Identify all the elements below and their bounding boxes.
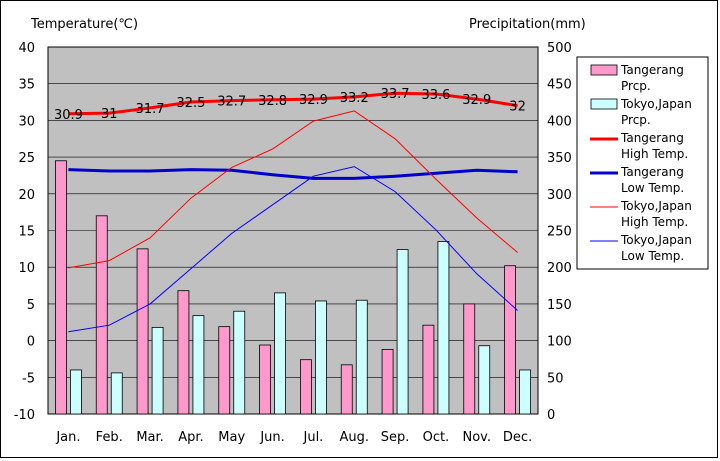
- bar-tangerang-prcp: [55, 160, 67, 415]
- bar-tokyo-prcp: [70, 369, 82, 415]
- right-tick-label: 150: [547, 298, 572, 313]
- bar-tangerang-prcp: [218, 326, 231, 415]
- legend-label: Tangerang: [620, 131, 684, 145]
- left-tick-label: -10: [14, 408, 35, 423]
- bar-tangerang-prcp: [463, 303, 476, 415]
- tangerang-high-line: [68, 91, 518, 116]
- left-tick-label: -5: [22, 371, 35, 386]
- x-tick-label: Jul.: [303, 430, 324, 445]
- left-tick-label: 15: [18, 225, 35, 240]
- bar-tokyo-prcp: [233, 310, 246, 415]
- legend-label: High Temp.: [621, 215, 688, 229]
- legend-label: Tangerang: [620, 165, 684, 179]
- bar-tangerang-prcp: [177, 290, 190, 415]
- x-tick-label: Jan.: [55, 430, 80, 445]
- legend-label: Tokyo,Japan: [620, 199, 692, 213]
- high-temp-value-label: 33.2: [340, 91, 369, 106]
- x-tick-label: Apr.: [178, 430, 203, 445]
- bar-tokyo-prcp: [396, 249, 409, 415]
- right-tick-label: 500: [547, 41, 572, 56]
- right-tick-label: 250: [547, 225, 572, 240]
- right-tick-label: 350: [547, 151, 572, 166]
- bar-tokyo-prcp: [110, 372, 123, 415]
- x-tick-label: Aug.: [339, 430, 369, 445]
- tokyo-low-line: [68, 166, 518, 333]
- left-tick-label: 0: [27, 335, 35, 350]
- left-tick-label: 25: [18, 151, 35, 166]
- x-tick-label: Dec.: [503, 430, 532, 445]
- x-tick-label: May: [218, 430, 245, 445]
- bar-tokyo-prcp: [151, 326, 164, 415]
- grid-lines: [48, 83, 538, 378]
- x-tick-label: Sep.: [381, 430, 410, 445]
- line-series: [68, 91, 518, 333]
- right-tick-label: 200: [547, 261, 572, 276]
- right-tick-label: 50: [547, 371, 564, 386]
- value-labels: 30.9 31 31.7 32.5 32.7 32.8 32.9 33.2 33.7 33.6 32…: [54, 87, 526, 123]
- bar-tokyo-prcp: [519, 369, 531, 415]
- left-tick-label: 10: [18, 261, 35, 276]
- legend-label: Prcp.: [621, 113, 651, 127]
- high-temp-value-label: 32.7: [217, 95, 246, 110]
- legend-label: Low Temp.: [621, 249, 684, 263]
- legend-label: Low Temp.: [621, 181, 684, 195]
- bar-tangerang-prcp: [422, 324, 435, 415]
- bar-tangerang-prcp: [381, 349, 394, 415]
- bar-tangerang-prcp: [136, 248, 149, 415]
- left-tick-label: 35: [18, 78, 35, 93]
- bar-tangerang-prcp: [504, 265, 516, 415]
- bar-tangerang-prcp: [259, 344, 271, 415]
- high-temp-value-label: 32.5: [176, 96, 205, 111]
- bar-series: [55, 160, 531, 415]
- bar-tangerang-prcp: [95, 215, 108, 415]
- left-tick-label: 20: [18, 188, 35, 203]
- high-temp-value-label: 32.8: [258, 94, 287, 109]
- legend-box: [576, 56, 709, 270]
- high-temp-value-label: 32.9: [299, 93, 328, 108]
- right-tick-label: 450: [547, 78, 572, 93]
- right-tick-label: 0: [547, 408, 555, 423]
- left-tick-label: 5: [27, 298, 35, 313]
- x-tick-label: Jun.: [259, 430, 284, 445]
- left-axis-title: Temperature(℃): [30, 17, 138, 32]
- bar-tangerang-prcp: [300, 359, 312, 415]
- legend-label: High Temp.: [621, 147, 688, 161]
- left-tick-label: 40: [18, 41, 35, 56]
- tokyo-high-line: [68, 110, 518, 269]
- bar-tokyo-prcp: [192, 315, 205, 415]
- bar-tokyo-prcp: [315, 300, 327, 415]
- legend-label: Tokyo,Japan: [620, 233, 692, 247]
- left-tick-label: 30: [18, 114, 35, 129]
- legend: Tangerang Prcp. Tokyo,Japan Prcp. Tangerang H…: [576, 56, 709, 270]
- right-tick-label: 300: [547, 188, 572, 203]
- right-axis-title: Precipitation(mm): [469, 17, 586, 32]
- high-temp-value-label: 33.7: [381, 87, 410, 102]
- tangerang-low-line: [68, 168, 518, 180]
- high-temp-value-label: 32: [509, 100, 526, 115]
- bar-tangerang-prcp: [340, 364, 353, 415]
- right-tick-label: 400: [547, 114, 572, 129]
- bar-tokyo-prcp: [478, 345, 491, 415]
- bar-tokyo-prcp: [274, 292, 286, 415]
- legend-label: Prcp.: [621, 79, 651, 93]
- legend-swatch: [590, 98, 618, 110]
- high-temp-value-label: 32.9: [462, 93, 491, 108]
- high-temp-value-label: 31: [101, 107, 118, 122]
- x-tick-label: Oct.: [423, 430, 450, 445]
- legend-swatch: [590, 64, 618, 76]
- right-tick-label: 100: [547, 335, 572, 350]
- bar-tokyo-prcp: [355, 299, 368, 415]
- high-temp-value-label: 31.7: [136, 102, 165, 117]
- legend-label: Tokyo,Japan: [620, 97, 692, 111]
- x-tick-label: Feb.: [96, 430, 123, 445]
- legend-label: Tangerang: [620, 63, 684, 77]
- high-temp-value-label: 30.9: [54, 108, 83, 123]
- high-temp-value-label: 33.6: [421, 88, 450, 103]
- bar-tokyo-prcp: [437, 241, 450, 415]
- x-tick-label: Nov.: [463, 430, 492, 445]
- x-tick-label: Mar.: [136, 430, 163, 445]
